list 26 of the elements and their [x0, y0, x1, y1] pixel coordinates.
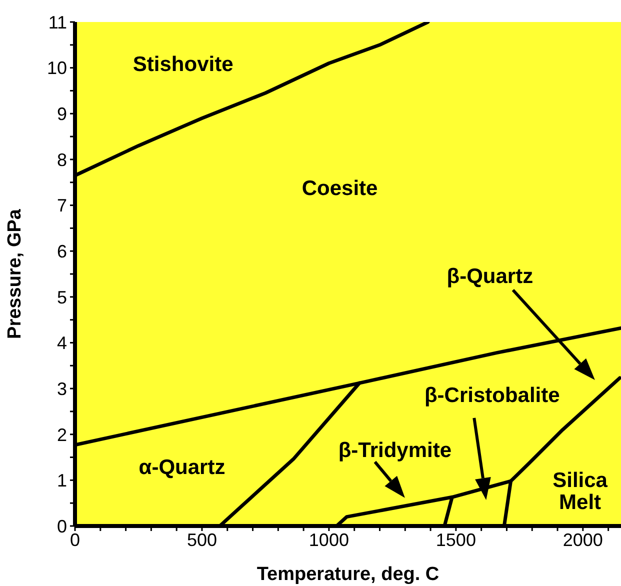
x-tick-label: 0 [70, 530, 80, 550]
y-tick-label: 5 [56, 287, 67, 308]
x-tick-label: 1000 [308, 530, 349, 550]
y-tick-label: 11 [48, 12, 67, 32]
y-tick-label: 3 [56, 378, 67, 399]
y-tick-label: 6 [56, 241, 67, 262]
annotation: α-Quartz [138, 456, 226, 479]
annotation: β-Tridymite [338, 438, 452, 462]
annotation: Coesite [302, 176, 378, 200]
y-axis-title: Pressure, GPa [4, 208, 26, 339]
x-tick-label: 500 [186, 530, 217, 550]
y-tick-label: 1 [56, 470, 67, 491]
x-tick-label: 1500 [436, 530, 476, 550]
annotation: β-Cristobalite [424, 383, 560, 406]
y-tick-label: 2 [56, 424, 67, 445]
y-tick-label: 0 [56, 516, 67, 536]
x-axis-title: Temperature, deg. C [256, 564, 440, 585]
y-tick-label: 8 [56, 150, 67, 170]
y-tick-label: 10 [46, 58, 67, 78]
y-tick-label: 9 [56, 104, 67, 124]
annotation: β-Quartz [446, 264, 534, 288]
y-tick-label: 4 [56, 333, 67, 354]
annotation: Silica Melt [552, 468, 608, 514]
y-tick-label: 7 [56, 196, 67, 216]
x-tick-label: 2000 [562, 530, 603, 550]
annotation: Stishovite [132, 52, 234, 76]
